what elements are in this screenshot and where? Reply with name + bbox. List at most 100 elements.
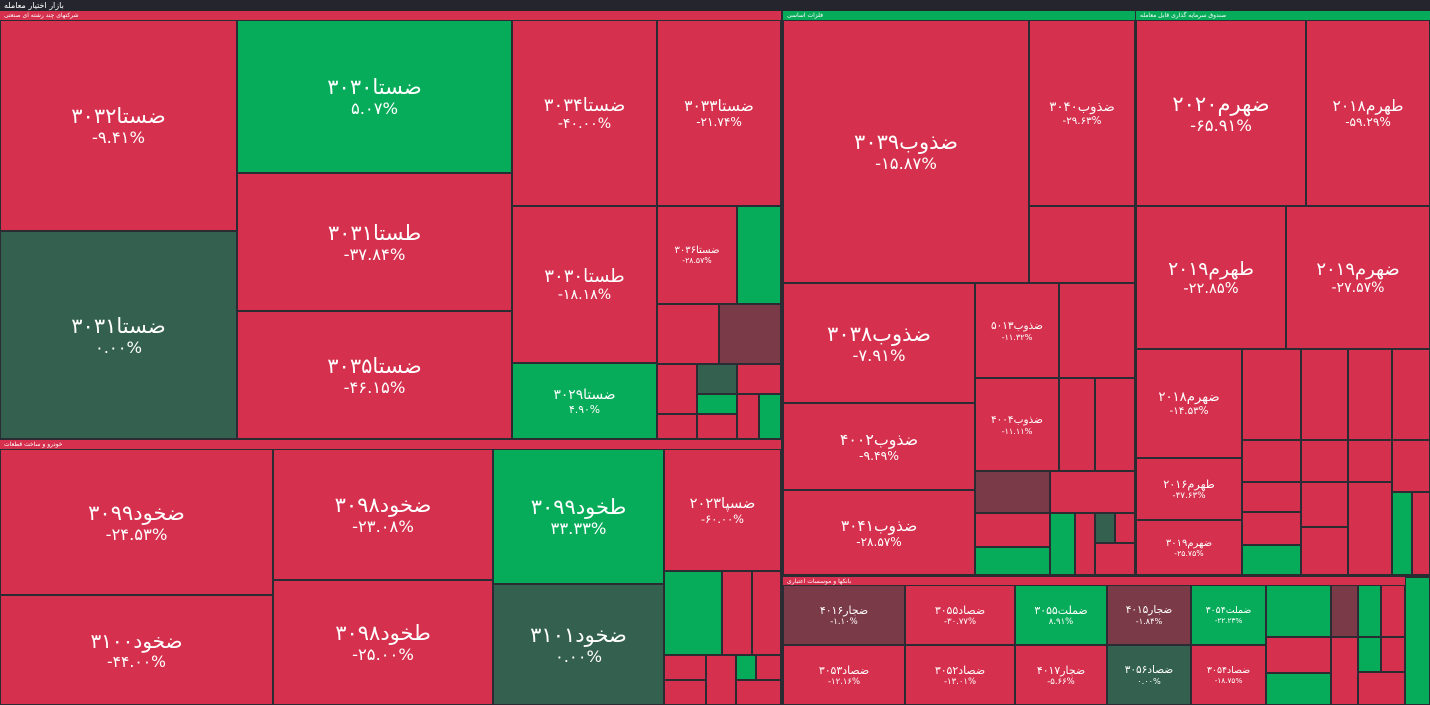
small-tile: [1059, 378, 1095, 471]
small-tile: [975, 547, 1050, 575]
tile: ضذوب۵۰۱۳ -۱۱.۳۲%: [975, 283, 1059, 378]
sector-label: خودرو و ساخت قطعات: [0, 440, 781, 449]
tile: طخود۳۰۹۸ -۲۵.۰۰%: [273, 580, 493, 705]
small-tile: [1050, 471, 1135, 513]
change: -۲۹.۶۳%: [1062, 114, 1102, 127]
small-tile: [1358, 637, 1381, 672]
small-tile: [697, 414, 737, 439]
symbol: ضذوب۵۰۱۳: [991, 319, 1043, 332]
change: -۵.۶۶%: [1047, 676, 1075, 687]
change: -۹.۴۹%: [859, 449, 899, 463]
small-tile: [657, 304, 719, 364]
small-tile: [657, 414, 697, 439]
sector-label: صندوق سرمایه گذاری قابل معامله: [1136, 11, 1430, 20]
tile: ضخود۳۱۰۱ ۰.۰۰%: [493, 584, 664, 705]
symbol: ضهرم۲۰۱۸: [1158, 390, 1220, 405]
small-tile: [1348, 440, 1392, 482]
symbol: ضصاد۳۰۵۵: [934, 603, 986, 617]
tile: ضجار۴۰۱۶ -۱.۱۰%: [783, 585, 905, 645]
tile: ضخود۳۰۹۹ -۲۴.۵۳%: [0, 449, 273, 595]
small-tile: [1381, 637, 1405, 672]
tile: ضذوب۴۰۰۲ -۹.۴۹%: [783, 403, 975, 490]
change: -۱۱.۱۱%: [1001, 425, 1033, 436]
small-tile: [1242, 512, 1301, 545]
tile: ضخود۳۰۹۸ -۲۳.۰۸%: [273, 449, 493, 580]
symbol: ضستا۳۰۳۶: [674, 245, 720, 256]
symbol: طهرم۲۰۱۹: [1168, 258, 1254, 280]
tile: ضذوب۳۰۴۱ -۲۸.۵۷%: [783, 490, 975, 575]
small-tile: [1348, 349, 1392, 440]
change: -۲۸.۵۷%: [682, 256, 712, 265]
symbol: طستا۳۰۳۱: [327, 220, 422, 245]
tile: ضصاد۳۰۵۴ -۱۸.۷۵%: [1191, 645, 1266, 705]
tile: ضستا۳۰۳۶ -۲۸.۵۷%: [657, 206, 737, 304]
symbol: ضستا۳۰۳۳: [684, 97, 754, 115]
change: -۲۵.۰۰%: [352, 645, 414, 664]
change: ۰.۰۰%: [1137, 676, 1161, 686]
change: ۰.۰۰%: [554, 647, 603, 666]
change: -۲۱.۷۴%: [696, 115, 742, 129]
symbol: ضخود۳۰۹۹: [88, 500, 185, 525]
symbol: طخود۳۰۹۹: [530, 495, 627, 519]
symbol: ضجار۴۰۱۶: [819, 603, 869, 617]
tile: طستا۳۰۳۱ -۳۷.۸۴%: [237, 173, 512, 311]
symbol: ضذوب۴۰۰۲: [839, 430, 919, 449]
small-tile: [719, 304, 781, 364]
change: -۶۰.۰۰%: [700, 511, 745, 526]
change: -۱۵.۸۷%: [875, 154, 937, 173]
tile: ضذوب۴۰۰۴ -۱۱.۱۱%: [975, 378, 1059, 471]
small-tile: [737, 394, 759, 439]
tile: ضخود۳۱۰۰ -۴۴.۰۰%: [0, 595, 273, 705]
tile: ضسپا۲۰۲۳ -۶۰.۰۰%: [664, 449, 781, 571]
symbol: ضذوب۴۰۰۴: [991, 413, 1043, 426]
symbol: طهرم۲۰۱۶: [1163, 477, 1215, 491]
small-tile: [1301, 482, 1348, 527]
symbol: ضستا۳۰۳۱: [71, 313, 166, 338]
tile: ضستا۳۰۳۱ ۰.۰۰%: [0, 231, 237, 439]
small-tile: [1358, 672, 1405, 705]
tile: ضصاد۳۰۵۳ -۱۲.۱۶%: [783, 645, 905, 705]
small-tile: [1242, 349, 1301, 440]
change: -۵۹.۲۹%: [1345, 115, 1391, 129]
small-tile: [657, 364, 697, 414]
small-tile: [1348, 482, 1392, 575]
change: -۱.۸۴%: [1135, 616, 1163, 626]
tile: ضذوب۳۰۳۸ -۷.۹۱%: [783, 283, 975, 403]
change: -۴۷.۶۳%: [1172, 490, 1206, 501]
change: -۷.۹۱%: [852, 345, 906, 365]
tile: ضجار۴۰۱۵ -۱.۸۴%: [1107, 585, 1191, 645]
symbol: ضذوب۳۰۳۸: [827, 321, 931, 346]
small-tile: [1266, 637, 1331, 673]
symbol: ضهرم۲۰۱۹: [1316, 259, 1400, 280]
symbol: ضصاد۳۰۵۴: [1206, 665, 1251, 676]
symbol: ضخود۳۱۰۰: [90, 629, 183, 653]
small-tile: [1358, 585, 1381, 637]
change: -۲۲.۸۵%: [1183, 279, 1239, 297]
sector-label: فلزات اساسی: [783, 11, 1135, 20]
change: ۳۳.۳۳%: [550, 519, 607, 538]
change: -۳۷.۸۴%: [343, 244, 406, 264]
symbol: ضملت۳۰۵۴: [1205, 605, 1252, 616]
tile: ضستا۳۰۳۳ -۲۱.۷۴%: [657, 20, 781, 206]
small-tile: [1095, 513, 1115, 543]
sector-label: بانکها و موسسات اعتباری: [783, 577, 1405, 585]
symbol: ضصاد۳۰۵۶: [1124, 664, 1174, 676]
tile: ضذوب۳۰۳۹ -۱۵.۸۷%: [783, 20, 1029, 283]
small-tile: [1301, 440, 1348, 482]
small-tile: [1381, 585, 1405, 637]
symbol: ضملت۳۰۵۵: [1034, 603, 1088, 617]
change: -۱۸.۷۵%: [1214, 676, 1243, 685]
tile: طخود۳۰۹۹ ۳۳.۳۳%: [493, 449, 664, 584]
change: -۲۴.۵۳%: [105, 524, 168, 544]
small-tile: [1095, 378, 1135, 471]
symbol: ضهرم۳۰۱۹: [1165, 537, 1213, 549]
symbol: ضخود۳۱۰۱: [530, 623, 627, 647]
tile: ضصاد۳۰۵۵ -۳۰.۷۷%: [905, 585, 1015, 645]
symbol: ضستا۳۰۳۲: [71, 104, 166, 128]
change: -۲۳.۰۸%: [352, 517, 414, 536]
tile: طستا۳۰۳۰ -۱۸.۱۸%: [512, 206, 657, 363]
change: -۱۱.۳۲%: [1001, 331, 1033, 342]
symbol: ضستا۳۰۳۴: [543, 94, 626, 116]
small-tile: [664, 655, 706, 680]
change: -۲۵.۷۵%: [1174, 548, 1204, 558]
